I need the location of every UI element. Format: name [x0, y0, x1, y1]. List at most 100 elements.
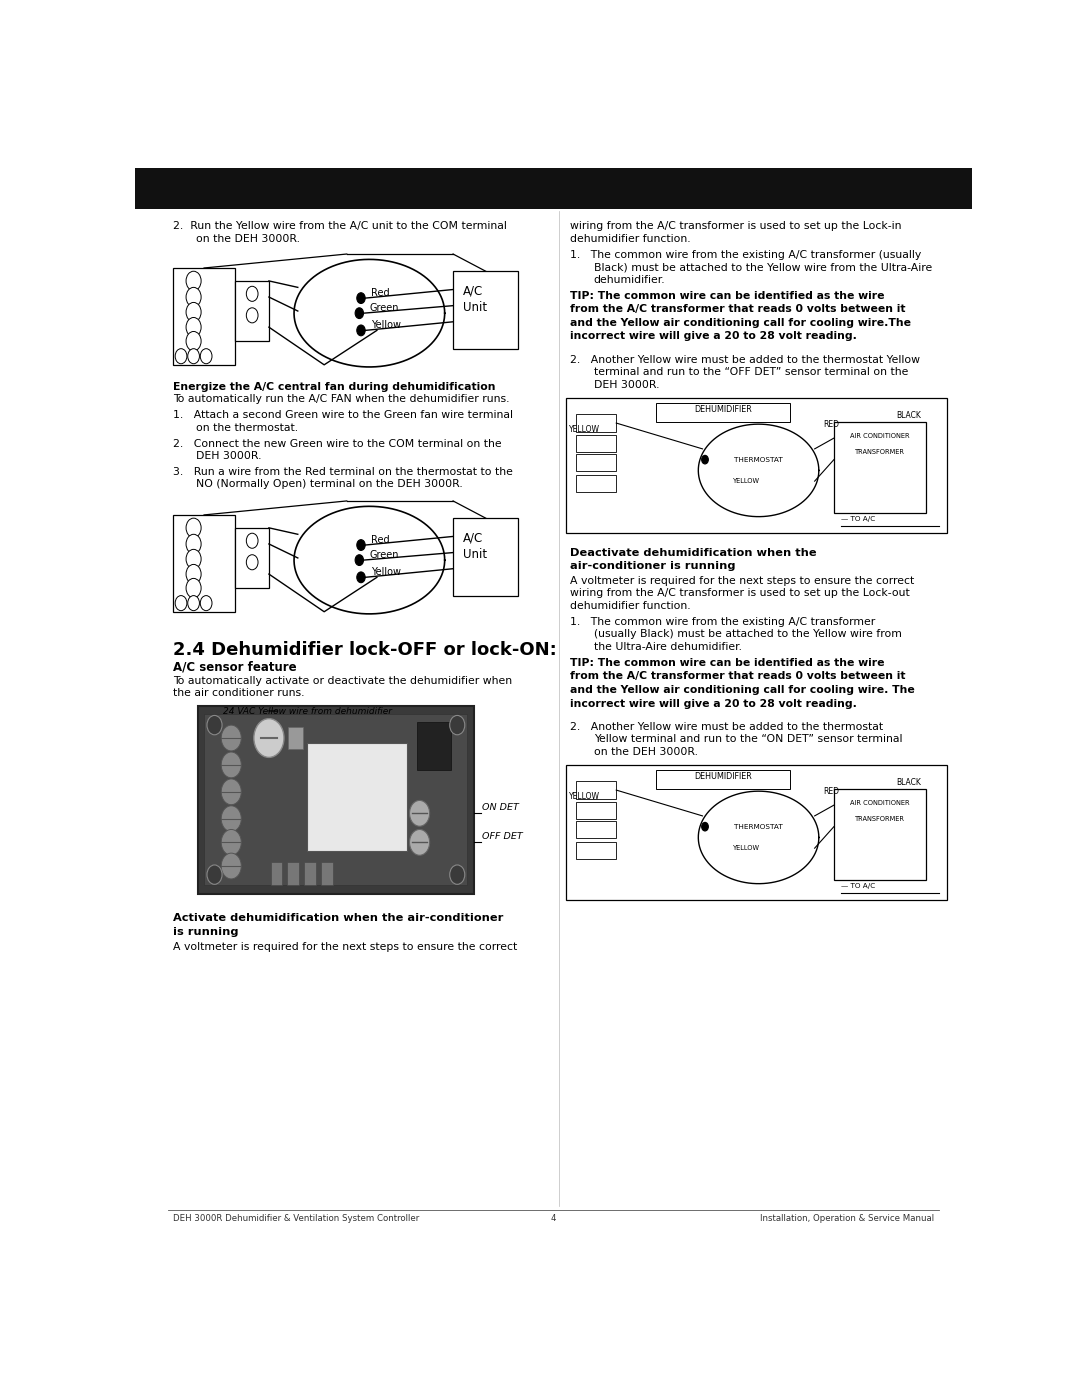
Bar	[321, 862, 333, 886]
Circle shape	[200, 349, 212, 363]
Text: Green: Green	[369, 550, 399, 560]
Circle shape	[254, 718, 284, 757]
Text: A voltmeter is required for the next steps to ensure the correct: A voltmeter is required for the next ste…	[570, 576, 915, 587]
Bar	[168, 496, 528, 623]
Text: 1.   The common wire from the existing A/C transformer: 1. The common wire from the existing A/C…	[570, 617, 876, 627]
Text: dehumidifier function.: dehumidifier function.	[570, 233, 691, 244]
Text: Yellow: Yellow	[372, 567, 401, 577]
Text: 4: 4	[551, 1214, 556, 1224]
Circle shape	[356, 571, 365, 583]
Bar	[288, 728, 303, 749]
Circle shape	[186, 317, 201, 337]
Circle shape	[186, 564, 201, 584]
Circle shape	[449, 865, 464, 884]
Text: NO (Normally Open) terminal on the DEH 3000R.: NO (Normally Open) terminal on the DEH 3…	[197, 479, 463, 489]
Text: 3.   Run a wire from the Red terminal on the thermostat to the: 3. Run a wire from the Red terminal on t…	[173, 467, 513, 478]
Circle shape	[221, 806, 241, 831]
Circle shape	[356, 326, 365, 335]
Text: To automatically activate or deactivate the dehumidifier when: To automatically activate or deactivate …	[173, 676, 512, 686]
Text: Red: Red	[372, 535, 390, 545]
Bar	[198, 705, 474, 894]
Circle shape	[221, 752, 241, 778]
Circle shape	[221, 725, 241, 752]
Bar	[204, 714, 468, 886]
Text: on the DEH 3000R.: on the DEH 3000R.	[197, 233, 300, 244]
Circle shape	[449, 715, 464, 735]
Text: the air conditioner runs.: the air conditioner runs.	[173, 689, 305, 698]
Circle shape	[186, 302, 201, 321]
Bar	[235, 528, 269, 588]
Text: AIR CONDITIONER: AIR CONDITIONER	[850, 799, 909, 806]
Text: YELLOW: YELLOW	[732, 478, 759, 485]
Circle shape	[186, 288, 201, 307]
Bar	[235, 281, 269, 341]
Text: Red: Red	[372, 288, 390, 298]
Circle shape	[221, 830, 241, 855]
Text: DEH 3000R Dehumidifier & Ventilation System Controller: DEH 3000R Dehumidifier & Ventilation Sys…	[173, 1214, 419, 1224]
Text: dehumidifier function.: dehumidifier function.	[570, 601, 691, 610]
Text: Installation, Operation & Service Manual: Installation, Operation & Service Manual	[760, 1214, 934, 1224]
Circle shape	[186, 518, 201, 538]
Text: Green: Green	[369, 303, 399, 313]
Bar	[834, 789, 926, 880]
Text: on the thermostat.: on the thermostat.	[197, 422, 298, 433]
Text: air-conditioner is running: air-conditioner is running	[570, 562, 735, 571]
Text: OFF DET: OFF DET	[483, 833, 523, 841]
Circle shape	[356, 293, 365, 303]
Text: BLACK: BLACK	[896, 778, 921, 788]
Text: AIR CONDITIONER: AIR CONDITIONER	[850, 433, 909, 439]
Circle shape	[246, 555, 258, 570]
Circle shape	[356, 539, 365, 550]
Bar	[576, 781, 617, 799]
Text: TRANSFORMER: TRANSFORMER	[855, 816, 905, 821]
Text: 2.   Connect the new Green wire to the COM terminal on the: 2. Connect the new Green wire to the COM…	[173, 439, 501, 448]
Text: 1.   The common wire from the existing A/C transformer (usually: 1. The common wire from the existing A/C…	[570, 250, 921, 260]
Text: RED: RED	[823, 420, 839, 429]
Text: Unit: Unit	[463, 548, 487, 562]
Text: THERMOSTAT: THERMOSTAT	[734, 457, 783, 462]
Text: BLACK: BLACK	[896, 411, 921, 420]
Text: terminal and run to the “OFF DET” sensor terminal on the: terminal and run to the “OFF DET” sensor…	[594, 367, 908, 377]
Text: ON DET: ON DET	[483, 803, 519, 813]
Circle shape	[186, 534, 201, 553]
Bar	[576, 415, 617, 432]
Circle shape	[207, 715, 222, 735]
Text: 1.   Attach a second Green wire to the Green fan wire terminal: 1. Attach a second Green wire to the Gre…	[173, 411, 513, 420]
Circle shape	[246, 534, 258, 548]
Text: To automatically run the A/C FAN when the dehumidifier runs.: To automatically run the A/C FAN when th…	[173, 394, 509, 404]
Bar	[576, 475, 617, 492]
Bar	[834, 422, 926, 514]
Bar	[173, 515, 235, 612]
Circle shape	[702, 455, 708, 464]
Text: Yellow: Yellow	[372, 320, 401, 330]
Text: DEH 3000R.: DEH 3000R.	[197, 451, 261, 461]
Bar	[576, 842, 617, 859]
Circle shape	[207, 865, 222, 884]
Bar	[576, 434, 617, 453]
Bar	[307, 743, 407, 851]
Text: Unit: Unit	[463, 302, 487, 314]
Circle shape	[702, 823, 708, 831]
Text: DEHUMIDIFIER: DEHUMIDIFIER	[694, 771, 752, 781]
Bar	[566, 398, 947, 532]
Text: YELLOW: YELLOW	[569, 425, 600, 434]
Text: (usually Black) must be attached to the Yellow wire from: (usually Black) must be attached to the …	[594, 629, 902, 640]
Text: YELLOW: YELLOW	[732, 845, 759, 851]
Circle shape	[221, 854, 241, 879]
Text: THERMOSTAT: THERMOSTAT	[734, 824, 783, 830]
Text: TIP: The common wire can be identified as the wire
from the A/C transformer that: TIP: The common wire can be identified a…	[570, 658, 915, 708]
Text: 2.   Another Yellow wire must be added to the thermostat Yellow: 2. Another Yellow wire must be added to …	[570, 355, 920, 365]
Text: 24 VAC Yellow wire from dehumidifier: 24 VAC Yellow wire from dehumidifier	[222, 707, 392, 715]
Circle shape	[355, 555, 364, 566]
Text: Energize the A/C central fan during dehumidification: Energize the A/C central fan during dehu…	[173, 381, 495, 391]
Text: 2.4 Dehumidifier lock-OFF or lock-ON:: 2.4 Dehumidifier lock-OFF or lock-ON:	[173, 641, 556, 659]
Bar	[576, 454, 617, 471]
Bar	[566, 766, 947, 900]
Circle shape	[186, 578, 201, 598]
Text: DEHUMIDIFIER: DEHUMIDIFIER	[694, 405, 752, 414]
Circle shape	[200, 595, 212, 610]
Bar	[135, 168, 972, 210]
Text: the Ultra-Aire dehumidifier.: the Ultra-Aire dehumidifier.	[594, 641, 742, 651]
Text: — TO A/C: — TO A/C	[840, 883, 875, 888]
Circle shape	[186, 331, 201, 351]
